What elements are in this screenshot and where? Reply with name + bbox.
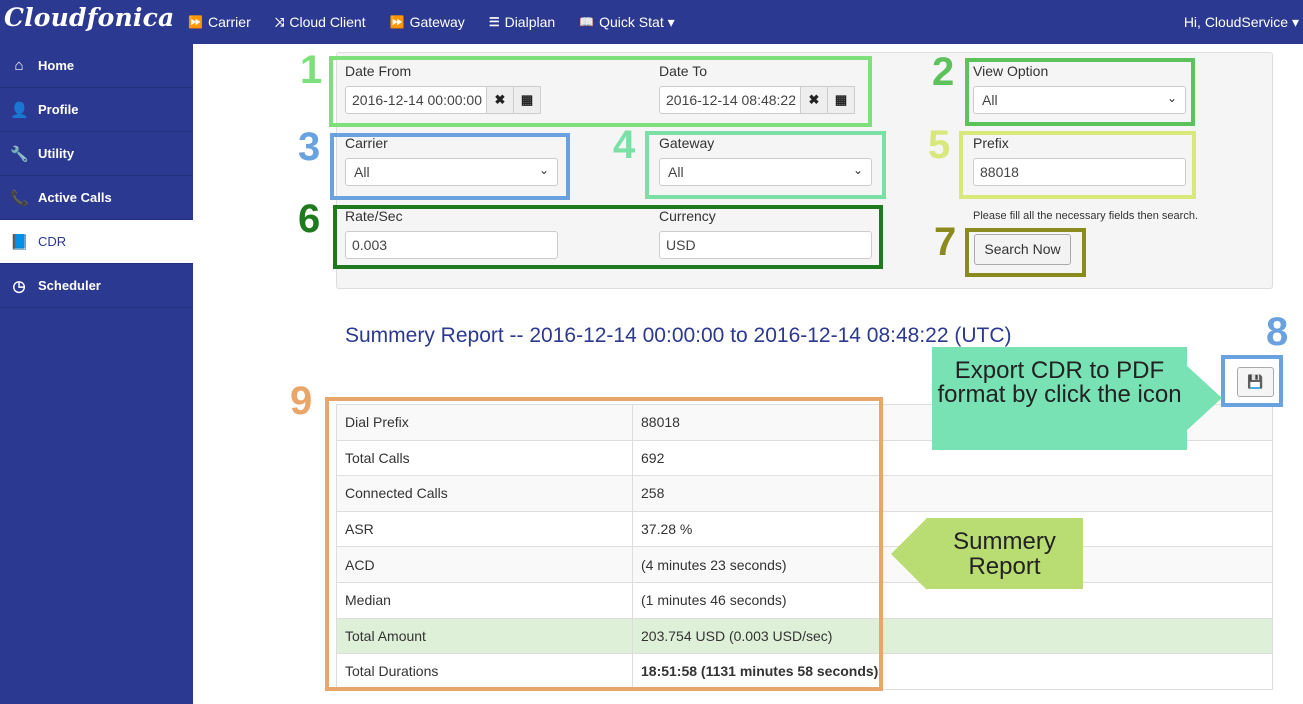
date-from-input[interactable]: 2016-12-14 00:00:00 bbox=[345, 86, 488, 114]
gateway-label: Gateway bbox=[659, 135, 715, 151]
view-option-select[interactable]: All ⌄ bbox=[973, 86, 1186, 114]
summary-callout: Summery Report bbox=[926, 518, 1083, 589]
fast-forward-icon: ⏩ bbox=[389, 15, 405, 29]
annotation-box-5 bbox=[959, 131, 1196, 199]
annotation-number-7: 7 bbox=[934, 220, 957, 264]
annotation-number-8: 8 bbox=[1266, 310, 1289, 354]
carrier-select[interactable]: All ⌄ bbox=[345, 158, 558, 186]
nav-carrier[interactable]: ⏩ Carrier bbox=[188, 14, 251, 30]
rate-label: Rate/Sec bbox=[345, 208, 403, 224]
annotation-box-6 bbox=[333, 205, 883, 269]
report-title: Summery Report -- 2016-12-14 00:00:00 to… bbox=[345, 324, 1012, 347]
prefix-input[interactable]: 88018 bbox=[973, 158, 1186, 186]
annotation-number-2: 2 bbox=[932, 50, 955, 94]
table-row: Total Durations 18:51:58 (1131 minutes 58… bbox=[336, 653, 1273, 690]
sidebar-item-home[interactable]: ⌂ Home bbox=[0, 44, 193, 88]
currency-input[interactable]: USD bbox=[659, 231, 872, 259]
book-icon: 📘 bbox=[10, 233, 29, 251]
annotation-number-9: 9 bbox=[290, 379, 313, 423]
prefix-label: Prefix bbox=[973, 135, 1009, 151]
home-icon: ⌂ bbox=[14, 57, 24, 74]
annotation-box-4 bbox=[645, 131, 886, 199]
book-icon: 📖 bbox=[579, 15, 595, 29]
user-menu[interactable]: Hi, CloudService ▾ bbox=[1183, 14, 1299, 30]
save-icon: 💾 bbox=[1247, 374, 1264, 389]
sidebar-item-active-calls[interactable]: 📞 Active Calls bbox=[0, 176, 193, 220]
date-from-clear-icon[interactable]: ✖ bbox=[486, 86, 514, 114]
sidebar-item-scheduler[interactable]: ◷ Scheduler bbox=[0, 264, 193, 308]
annotation-box-8 bbox=[1221, 355, 1283, 407]
sidebar-item-profile[interactable]: 👤 Profile bbox=[0, 88, 193, 132]
summary-callout-arrow bbox=[891, 518, 927, 590]
annotation-box-1 bbox=[329, 56, 872, 127]
nav-quick-stat[interactable]: 📖 Quick Stat ▾ bbox=[579, 13, 675, 30]
clock-icon: ◷ bbox=[12, 277, 26, 295]
date-to-calendar-icon[interactable]: ▦ bbox=[827, 86, 855, 114]
brand-logo[interactable]: Cloudfonica bbox=[4, 3, 175, 32]
currency-label: Currency bbox=[659, 208, 716, 224]
chevron-down-icon: ⌄ bbox=[1166, 91, 1177, 105]
annotation-number-3: 3 bbox=[298, 125, 321, 169]
sidebar: ⌂ Home 👤 Profile 🔧 Utility 📞 Active Calls 📘 C… bbox=[0, 44, 193, 704]
carrier-label: Carrier bbox=[345, 135, 388, 151]
annotation-box-3 bbox=[330, 133, 570, 200]
sidebar-item-cdr[interactable]: 📘 CDR bbox=[0, 220, 193, 264]
table-row: Connected Calls 258 bbox=[336, 475, 1273, 512]
phone-icon: 📞 bbox=[10, 189, 29, 207]
chevron-down-icon: ⌄ bbox=[852, 163, 863, 177]
wrench-icon: 🔧 bbox=[10, 145, 29, 163]
date-to-input[interactable]: 2016-12-14 08:48:22 bbox=[659, 86, 802, 114]
annotation-box-7 bbox=[965, 228, 1086, 277]
nav-cloud-client[interactable]: ⤨ Cloud Client bbox=[274, 14, 366, 30]
annotation-number-5: 5 bbox=[928, 123, 951, 167]
export-callout-arrow bbox=[1186, 365, 1222, 431]
main-nav: ⏩ Carrier ⤨ Cloud Client ⏩ Gateway ☰ Dialpla… bbox=[188, 0, 675, 44]
rate-input[interactable]: 0.003 bbox=[345, 231, 558, 259]
date-to-label: Date To bbox=[659, 63, 707, 79]
user-icon: 👤 bbox=[10, 101, 29, 119]
gateway-select[interactable]: All ⌄ bbox=[659, 158, 872, 186]
table-row: Total Amount 203.754 USD (0.003 USD/sec) bbox=[336, 617, 1273, 654]
list-icon: ☰ bbox=[488, 15, 500, 29]
top-navbar: Cloudfonica ⏩ Carrier ⤨ Cloud Client ⏩ Gate… bbox=[0, 0, 1303, 44]
nav-gateway[interactable]: ⏩ Gateway bbox=[389, 14, 465, 30]
date-from-calendar-icon[interactable]: ▦ bbox=[513, 86, 541, 114]
date-to-clear-icon[interactable]: ✖ bbox=[800, 86, 828, 114]
date-from-label: Date From bbox=[345, 63, 412, 79]
sidebar-item-utility[interactable]: 🔧 Utility bbox=[0, 132, 193, 176]
view-option-label: View Option bbox=[973, 63, 1049, 79]
annotation-number-6: 6 bbox=[298, 197, 321, 241]
nav-dialplan[interactable]: ☰ Dialplan bbox=[488, 14, 556, 30]
chevron-down-icon: ⌄ bbox=[538, 163, 549, 177]
annotation-number-4: 4 bbox=[613, 123, 636, 167]
fast-forward-icon: ⏩ bbox=[188, 15, 203, 29]
annotation-box-9 bbox=[325, 397, 883, 691]
shuffle-icon: ⤨ bbox=[274, 14, 285, 29]
export-pdf-button[interactable]: 💾 bbox=[1237, 367, 1274, 397]
search-now-button[interactable]: Search Now bbox=[974, 234, 1071, 265]
form-hint: Please fill all the necessary fields the… bbox=[973, 210, 1199, 222]
export-callout: Export CDR to PDF format by click the ic… bbox=[932, 347, 1187, 450]
annotation-number-1: 1 bbox=[300, 48, 323, 92]
annotation-box-2 bbox=[965, 58, 1195, 126]
